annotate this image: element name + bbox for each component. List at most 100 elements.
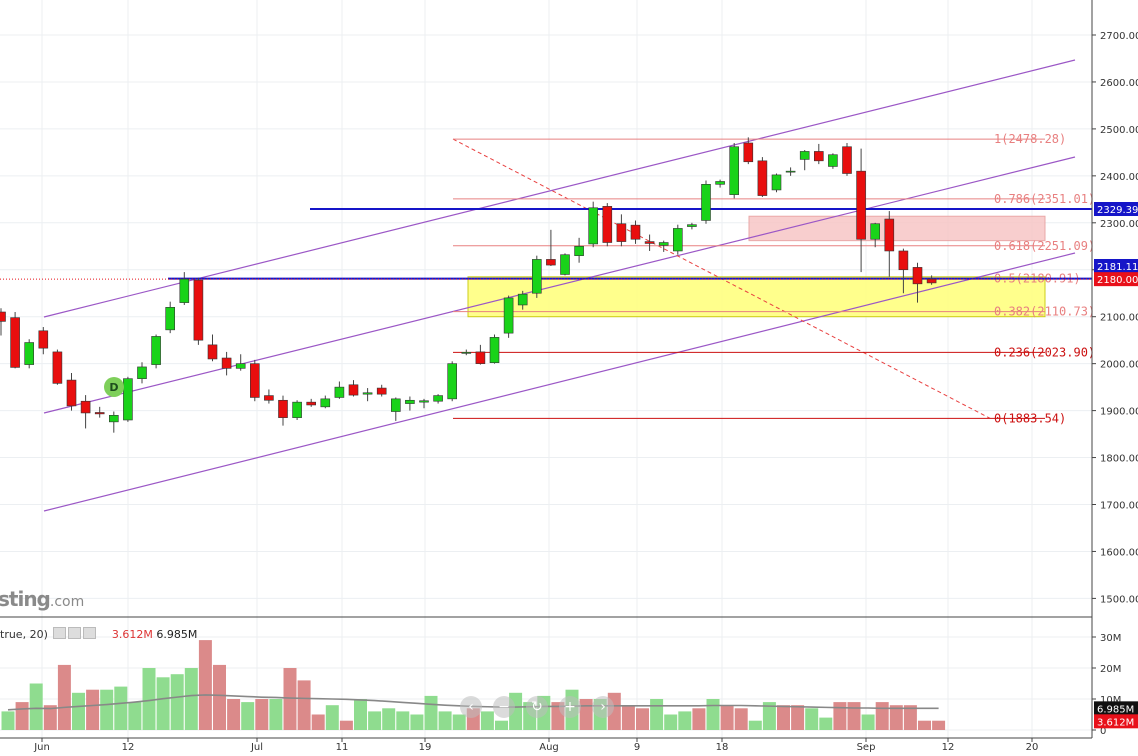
volume-badge-value: 3.612M xyxy=(1094,714,1138,729)
volume-bar xyxy=(283,668,297,730)
zoom-out-button[interactable]: − xyxy=(493,696,515,718)
settings-icon[interactable] xyxy=(53,627,67,639)
marker-d: D xyxy=(104,377,124,397)
price-badge-support-bg xyxy=(1094,258,1138,273)
time-tick-label: 11 xyxy=(336,742,349,753)
volume-bar xyxy=(452,714,466,730)
candle xyxy=(292,400,302,420)
candle xyxy=(334,381,345,399)
time-tick-label: 9 xyxy=(634,742,640,753)
reset-button[interactable]: ↻ xyxy=(526,696,548,718)
price-tick-label: 2300.00 xyxy=(1100,219,1138,230)
candle-body xyxy=(179,278,190,303)
candle xyxy=(813,143,824,165)
candle-body xyxy=(729,146,740,195)
candles xyxy=(0,137,937,433)
volume-tick-label: 30M xyxy=(1100,633,1121,644)
volume-bar xyxy=(213,664,226,730)
candle-body xyxy=(574,245,584,256)
volume-bar xyxy=(748,720,762,730)
candle-body xyxy=(264,395,274,401)
hide-icon[interactable] xyxy=(68,627,82,639)
time-tick-label: 19 xyxy=(419,742,432,753)
volume-bar xyxy=(128,702,142,730)
candle-body xyxy=(52,351,63,384)
scroll-left-button[interactable]: ‹ xyxy=(460,696,482,718)
candle xyxy=(433,394,443,404)
candle xyxy=(179,272,190,305)
candle xyxy=(898,248,909,294)
price-tick-label: 1900.00 xyxy=(1100,407,1138,418)
candle-body xyxy=(799,151,810,160)
price-tick-label: 2000.00 xyxy=(1100,360,1138,371)
fib-level-label: 0.236(2023.90) xyxy=(994,345,1095,359)
volume-bar xyxy=(255,699,269,730)
volume-bar xyxy=(100,689,114,730)
volume-bar xyxy=(297,680,311,730)
candle xyxy=(842,142,852,176)
zoom-in-button[interactable]: + xyxy=(559,696,581,718)
remove-icon[interactable] xyxy=(83,627,97,639)
candle xyxy=(151,334,161,369)
candle-body xyxy=(644,241,655,244)
candle-body xyxy=(884,218,895,252)
price-badge-support: 2181.11 xyxy=(1094,258,1138,273)
candle xyxy=(419,398,429,409)
candle xyxy=(235,354,246,371)
candle xyxy=(221,351,232,376)
candle-body xyxy=(419,400,429,403)
volume-bar xyxy=(734,708,748,730)
marker-label: D xyxy=(109,381,118,394)
time-tick-label: Aug xyxy=(539,742,559,753)
candle xyxy=(348,380,359,397)
volume-bar xyxy=(269,699,283,730)
candle xyxy=(38,327,49,355)
candle-body xyxy=(771,174,782,191)
volume-legend-label: true, 20) xyxy=(0,628,48,641)
volume-tick-label: 20M xyxy=(1100,664,1121,675)
candle-body xyxy=(390,398,401,412)
candle xyxy=(574,237,584,263)
volume-value: 3.612M xyxy=(111,628,153,641)
volume-bar xyxy=(15,702,29,730)
candle-body xyxy=(461,352,472,354)
volume-bar xyxy=(354,699,367,730)
candle-body xyxy=(278,399,288,418)
candle-body xyxy=(672,228,683,252)
volume-bar xyxy=(424,695,438,730)
volume-bar xyxy=(777,705,790,730)
price-badge-last-text: 2180.00 xyxy=(1097,275,1138,286)
fib-level-label: 1(2478.28) xyxy=(994,132,1066,146)
candle xyxy=(546,229,556,266)
candle-body xyxy=(870,223,881,240)
volume-bar xyxy=(621,705,635,730)
volume-bar xyxy=(57,664,71,730)
candle xyxy=(250,359,260,402)
price-tick-label: 1500.00 xyxy=(1100,594,1138,605)
supply-zone xyxy=(748,215,1046,242)
candle xyxy=(475,344,486,365)
watermark: sting.com xyxy=(0,587,84,611)
fib-level-label: 0(1883.54) xyxy=(994,411,1066,425)
candle-body xyxy=(24,342,35,365)
watermark-suffix: .com xyxy=(49,594,85,610)
volume-bar xyxy=(692,708,706,730)
candle-body xyxy=(221,357,232,369)
candle-body xyxy=(757,160,768,196)
volume-bar xyxy=(184,668,198,730)
price-badge-last-bg xyxy=(1094,272,1138,287)
candle xyxy=(630,220,641,244)
candle-body xyxy=(362,392,373,395)
candle-body xyxy=(320,398,331,408)
candle xyxy=(616,214,627,247)
volume-bar xyxy=(875,702,889,730)
time-tick-label: Jun xyxy=(33,742,50,753)
volume-bar xyxy=(156,677,170,730)
candle xyxy=(66,373,77,411)
candle xyxy=(264,389,274,404)
scroll-right-button[interactable]: › xyxy=(592,696,614,718)
candle-body xyxy=(856,170,866,240)
candle-body xyxy=(137,366,147,379)
candle-body xyxy=(743,142,754,163)
